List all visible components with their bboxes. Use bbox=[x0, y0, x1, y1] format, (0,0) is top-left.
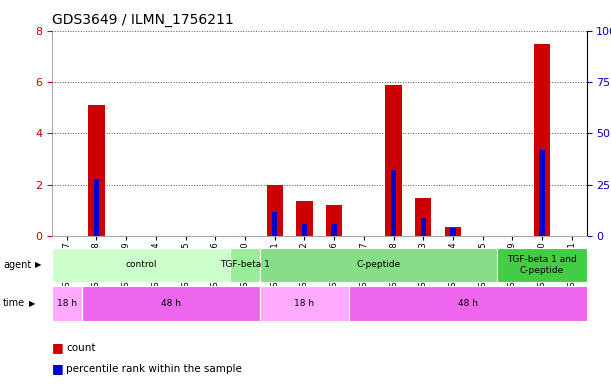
Text: 18 h: 18 h bbox=[57, 299, 77, 308]
Bar bbox=[230, 248, 260, 282]
Bar bbox=[331, 224, 337, 236]
Bar bbox=[540, 150, 544, 236]
Bar bbox=[302, 224, 307, 236]
Bar bbox=[420, 218, 426, 236]
Bar bbox=[415, 198, 431, 236]
Bar bbox=[94, 179, 99, 236]
Text: count: count bbox=[66, 343, 95, 353]
Text: ■: ■ bbox=[52, 362, 64, 375]
Text: TGF-beta 1: TGF-beta 1 bbox=[220, 260, 270, 270]
Bar bbox=[266, 185, 283, 236]
Text: ▶: ▶ bbox=[35, 260, 42, 270]
Text: control: control bbox=[125, 260, 157, 270]
Bar bbox=[52, 286, 82, 321]
Bar bbox=[391, 170, 396, 236]
Text: GDS3649 / ILMN_1756211: GDS3649 / ILMN_1756211 bbox=[52, 13, 233, 27]
Text: percentile rank within the sample: percentile rank within the sample bbox=[66, 364, 242, 374]
Bar bbox=[260, 286, 349, 321]
Text: 48 h: 48 h bbox=[161, 299, 181, 308]
Text: 18 h: 18 h bbox=[295, 299, 315, 308]
Bar bbox=[260, 248, 497, 282]
Bar bbox=[497, 248, 587, 282]
Bar bbox=[534, 43, 550, 236]
Text: time: time bbox=[3, 298, 25, 308]
Text: ▶: ▶ bbox=[29, 299, 36, 308]
Text: TGF-beta 1 and
C-peptide: TGF-beta 1 and C-peptide bbox=[507, 255, 577, 275]
Text: agent: agent bbox=[3, 260, 31, 270]
Bar bbox=[326, 205, 342, 236]
Bar bbox=[52, 248, 230, 282]
Text: 48 h: 48 h bbox=[458, 299, 478, 308]
Text: ■: ■ bbox=[52, 341, 64, 354]
Bar bbox=[445, 227, 461, 236]
Bar bbox=[82, 286, 260, 321]
Text: C-peptide: C-peptide bbox=[357, 260, 401, 270]
Bar bbox=[450, 228, 456, 236]
Bar bbox=[89, 105, 104, 236]
Bar bbox=[386, 84, 401, 236]
Bar bbox=[296, 202, 313, 236]
Bar bbox=[349, 286, 587, 321]
Bar bbox=[272, 212, 277, 236]
